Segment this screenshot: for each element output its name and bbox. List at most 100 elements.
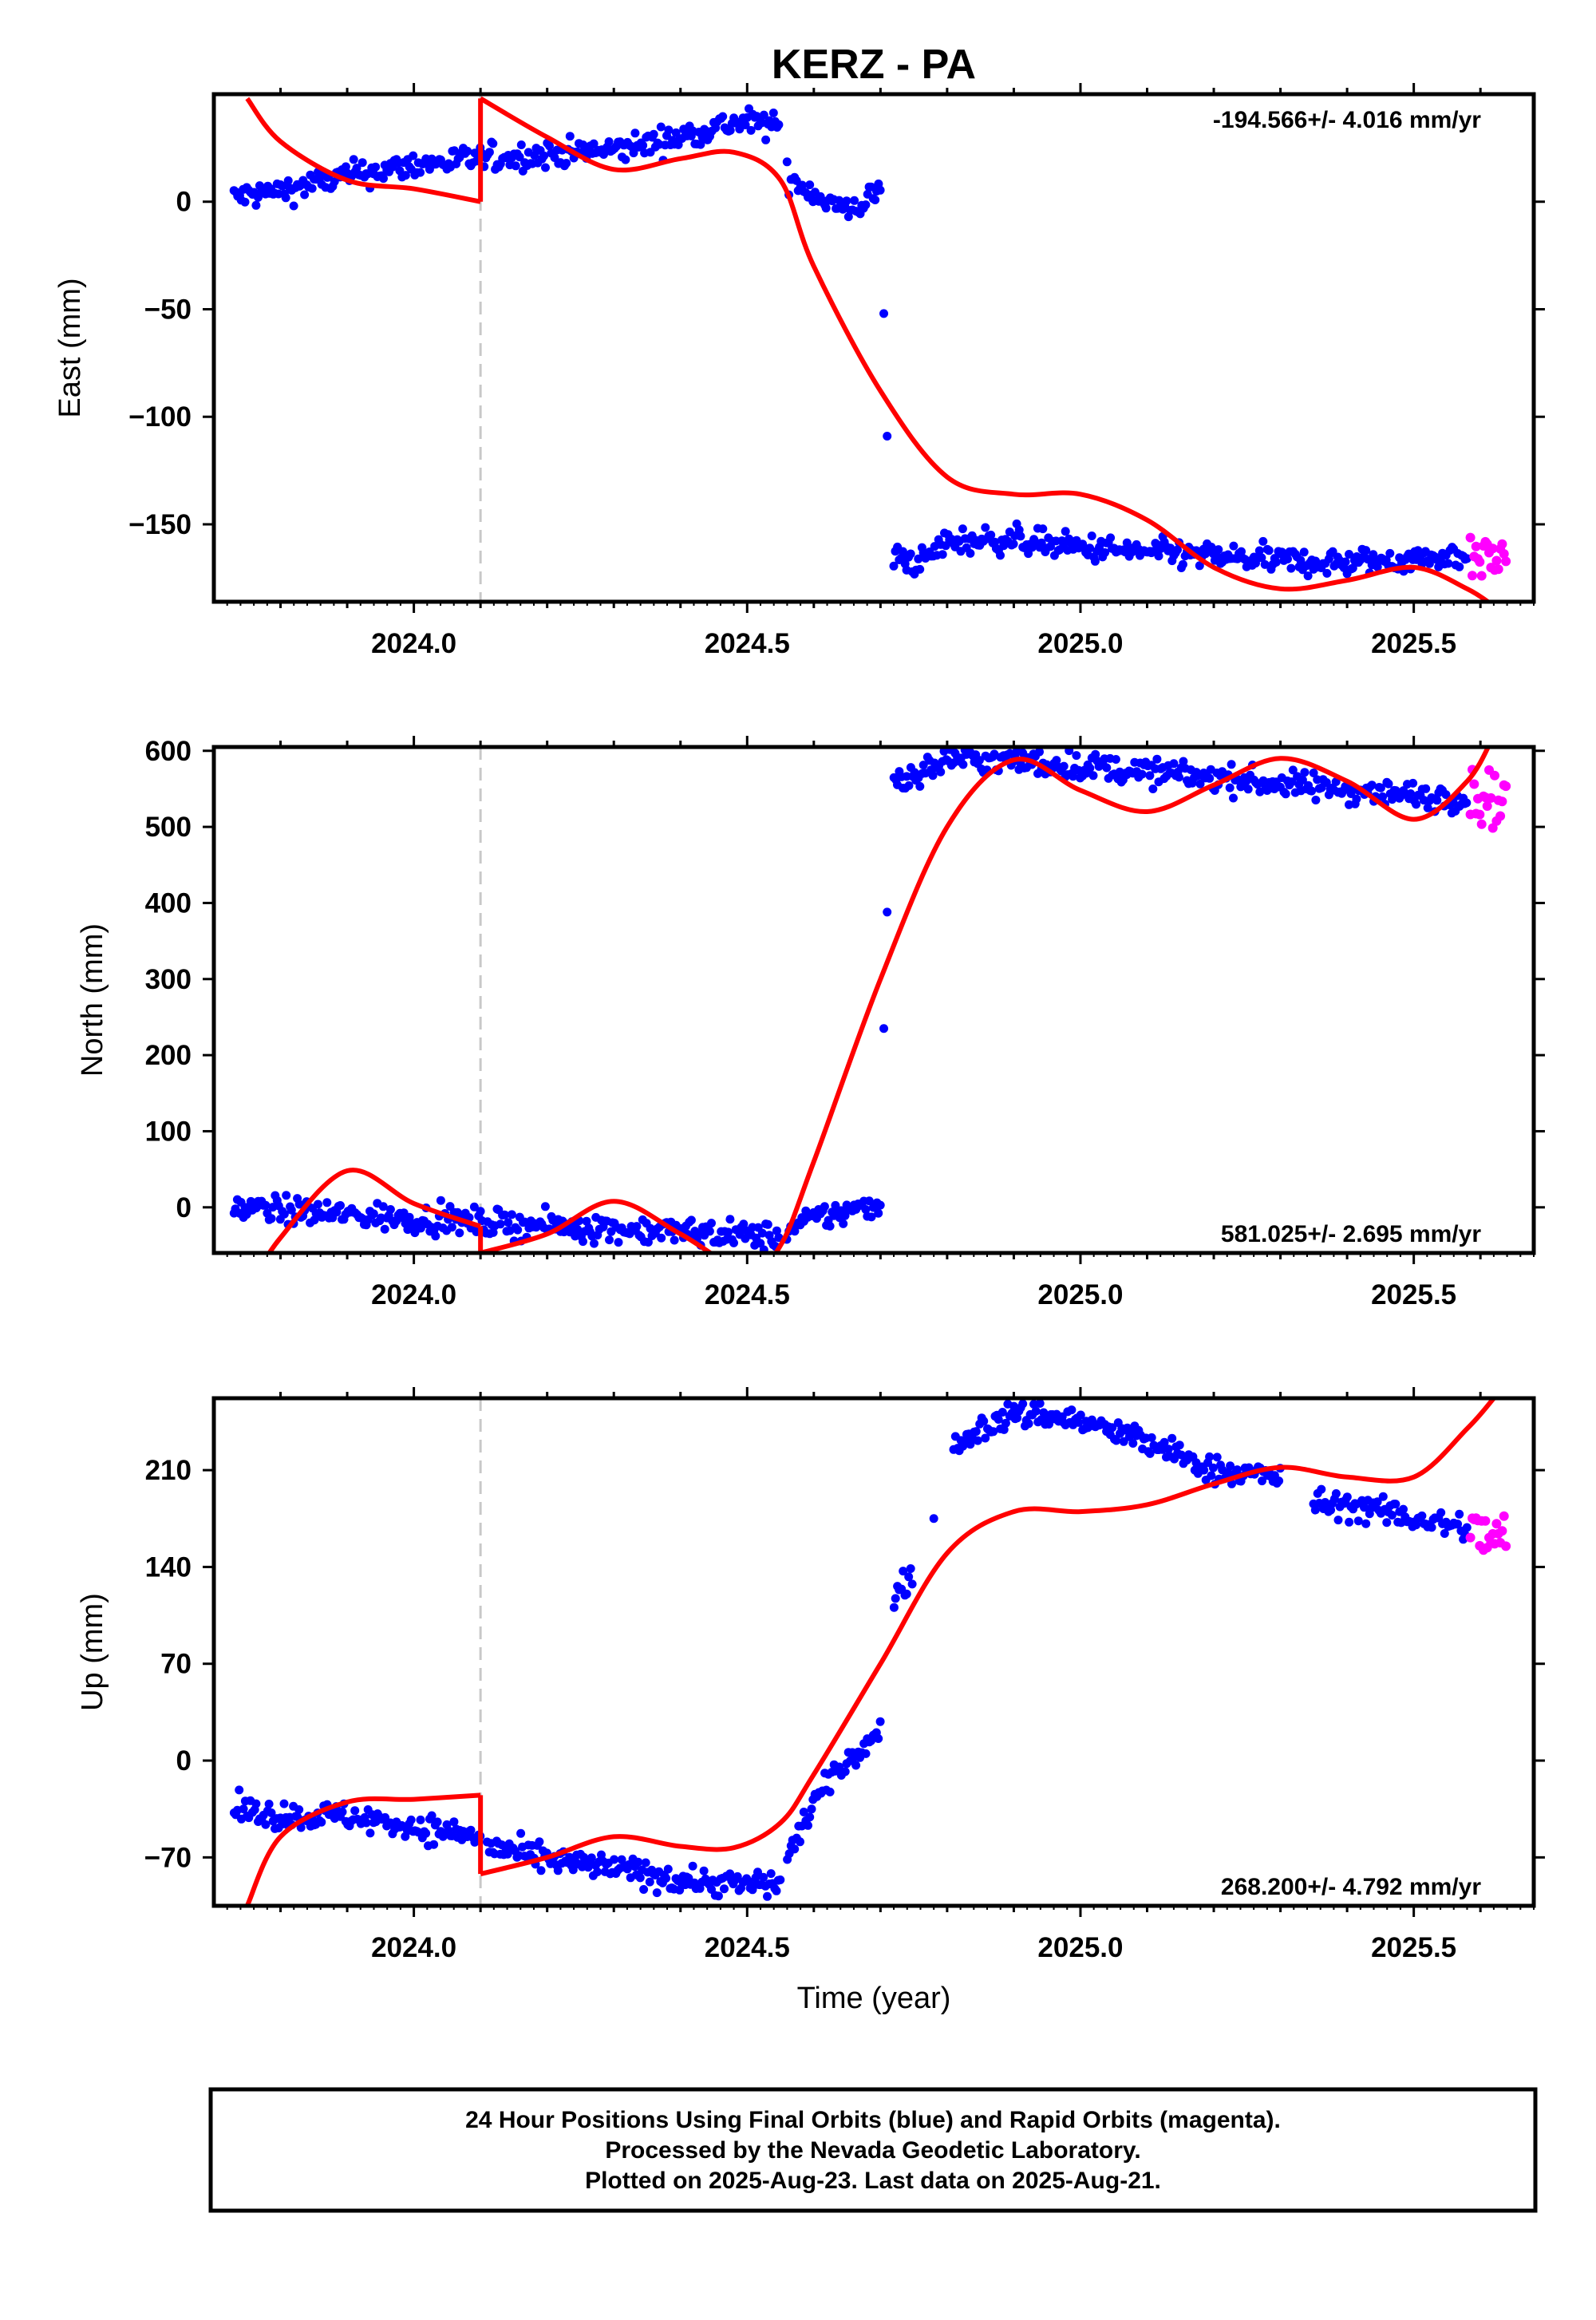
- final-point: [235, 1785, 244, 1795]
- final-point: [317, 1817, 326, 1827]
- final-point: [986, 530, 996, 539]
- final-point: [861, 1749, 871, 1758]
- final-point: [974, 756, 984, 765]
- final-point: [1128, 1439, 1138, 1448]
- rapid-point: [1493, 564, 1503, 575]
- rapid-point: [1491, 1519, 1502, 1529]
- panel-north: 2024.0 2024.5 2025.0 2025.5 0 100 200 300 400 500…: [76, 736, 1545, 1310]
- final-point: [281, 193, 290, 203]
- final-point: [871, 196, 880, 204]
- final-point: [861, 1205, 871, 1214]
- final-point: [799, 1808, 808, 1816]
- rapid-orbits-series: [1465, 765, 1511, 833]
- rapid-point: [1501, 781, 1511, 792]
- panel-frame: [211, 1396, 1536, 1908]
- final-point: [240, 197, 250, 207]
- final-point: [449, 1817, 459, 1827]
- final-point: [1345, 1517, 1354, 1527]
- final-point: [261, 1200, 271, 1210]
- final-point: [1195, 561, 1204, 571]
- y-tick-label: 600: [145, 736, 192, 767]
- final-point: [1232, 1465, 1242, 1475]
- final-point: [455, 1228, 464, 1238]
- final-point: [1039, 1408, 1049, 1417]
- x-tick-label: 2025.0: [1037, 1279, 1123, 1310]
- final-point: [1045, 1420, 1053, 1429]
- final-point: [1159, 1437, 1169, 1447]
- chart-title: KERZ - PA: [772, 41, 976, 88]
- y-axis-ticks: 0 100 200 300 400 500 600: [145, 736, 1545, 1223]
- final-point: [1462, 798, 1472, 808]
- y-tick-label: 400: [145, 887, 192, 919]
- final-point: [635, 1873, 645, 1883]
- final-point: [449, 146, 459, 156]
- final-point: [282, 1191, 291, 1200]
- final-point: [378, 1202, 388, 1211]
- y-axis-label: North (mm): [76, 923, 109, 1077]
- final-point: [915, 781, 925, 791]
- final-point: [1147, 1433, 1156, 1442]
- final-point: [981, 1433, 990, 1443]
- final-point: [484, 148, 494, 157]
- final-point: [1361, 546, 1371, 555]
- final-point: [902, 1589, 911, 1599]
- final-point: [1283, 555, 1292, 563]
- rapid-point: [1499, 549, 1509, 559]
- final-point: [1111, 755, 1120, 764]
- final-point: [539, 151, 549, 160]
- final-point: [1321, 778, 1331, 787]
- rapid-point: [1497, 1526, 1507, 1536]
- final-point: [1423, 803, 1432, 812]
- final-orbits-series: [229, 747, 1472, 1253]
- final-point: [1296, 555, 1306, 565]
- final-point: [739, 1219, 749, 1229]
- final-point: [379, 174, 388, 184]
- final-point: [1378, 792, 1388, 801]
- final-point: [1260, 559, 1270, 569]
- panel-frame: [211, 92, 1536, 604]
- final-point: [1214, 545, 1223, 555]
- final-point: [639, 1885, 649, 1894]
- final-point: [938, 550, 947, 559]
- final-point: [1013, 1413, 1022, 1423]
- final-point: [759, 1872, 768, 1882]
- final-point: [821, 204, 831, 213]
- final-point: [289, 201, 298, 211]
- final-point: [772, 1226, 781, 1235]
- rate-label: -194.566+/- 4.016 mm/yr: [1213, 107, 1481, 133]
- final-point: [1229, 541, 1238, 551]
- final-point: [1444, 559, 1453, 568]
- final-point: [251, 1799, 261, 1808]
- final-point: [361, 1818, 371, 1828]
- final-point: [300, 190, 310, 200]
- final-point: [1137, 769, 1147, 779]
- rapid-point: [1487, 543, 1498, 554]
- final-point: [365, 1828, 375, 1838]
- final-point: [1378, 1492, 1388, 1501]
- plot-area-east: [229, 94, 1511, 602]
- final-point: [867, 1212, 876, 1222]
- final-point: [496, 1219, 505, 1229]
- final-point: [1462, 554, 1472, 563]
- final-point: [1376, 783, 1385, 792]
- final-point: [1257, 553, 1266, 563]
- final-point: [1227, 760, 1236, 769]
- final-point: [664, 125, 674, 135]
- rapid-point: [1468, 571, 1477, 581]
- final-point: [1384, 779, 1393, 788]
- final-point: [1254, 546, 1264, 555]
- footer-line-3: Plotted on 2025-Aug-23. Last data on 202…: [585, 2168, 1161, 2194]
- y-tick-label: 210: [145, 1455, 192, 1486]
- final-point: [1163, 1445, 1173, 1454]
- final-point: [724, 1227, 733, 1237]
- final-point: [401, 171, 410, 180]
- rapid-point: [1482, 801, 1492, 811]
- final-point: [688, 1861, 697, 1871]
- final-point: [979, 1417, 989, 1426]
- final-point: [579, 1237, 587, 1247]
- final-point: [261, 1820, 271, 1829]
- final-point: [1074, 1417, 1084, 1427]
- final-point: [587, 1853, 596, 1863]
- rapid-orbits-series: [1465, 532, 1511, 581]
- final-point: [729, 1238, 738, 1247]
